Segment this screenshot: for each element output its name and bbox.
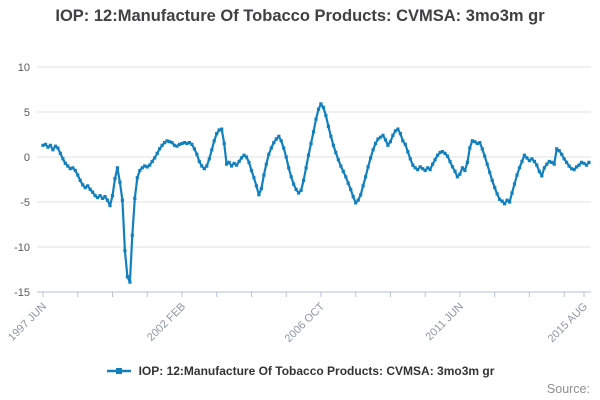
y-tick-label: 5 xyxy=(24,107,30,119)
y-tick-label: -15 xyxy=(14,287,30,299)
series-markers xyxy=(41,102,591,284)
chart-plot-area: 10 5 0 -5 -10 -15 1997 JUN 2002 FEB 2006 OCT 2011… xyxy=(6,62,591,345)
legend-series-label[interactable]: IOP: 12:Manufacture Of Tobacco Products:… xyxy=(138,364,495,378)
y-tick-label: -10 xyxy=(14,242,30,254)
y-tick-label: 0 xyxy=(24,152,30,164)
x-tick-label: 2015 AUG xyxy=(546,301,590,345)
x-tick-label: 2011 JUN xyxy=(424,301,467,344)
series-line xyxy=(41,102,591,284)
y-tick-label: -5 xyxy=(20,197,30,209)
x-tick-label: 1997 JUN xyxy=(6,301,49,344)
source-label: Source: xyxy=(546,382,590,396)
legend-line-marker-icon xyxy=(106,366,132,376)
y-tick-label: 10 xyxy=(18,62,30,74)
legend: IOP: 12:Manufacture Of Tobacco Products:… xyxy=(0,361,600,381)
x-tick-label: 2006 OCT xyxy=(283,300,328,345)
chart-title: IOP: 12:Manufacture Of Tobacco Products:… xyxy=(55,7,545,25)
x-tick-label: 2002 FEB xyxy=(145,301,188,344)
